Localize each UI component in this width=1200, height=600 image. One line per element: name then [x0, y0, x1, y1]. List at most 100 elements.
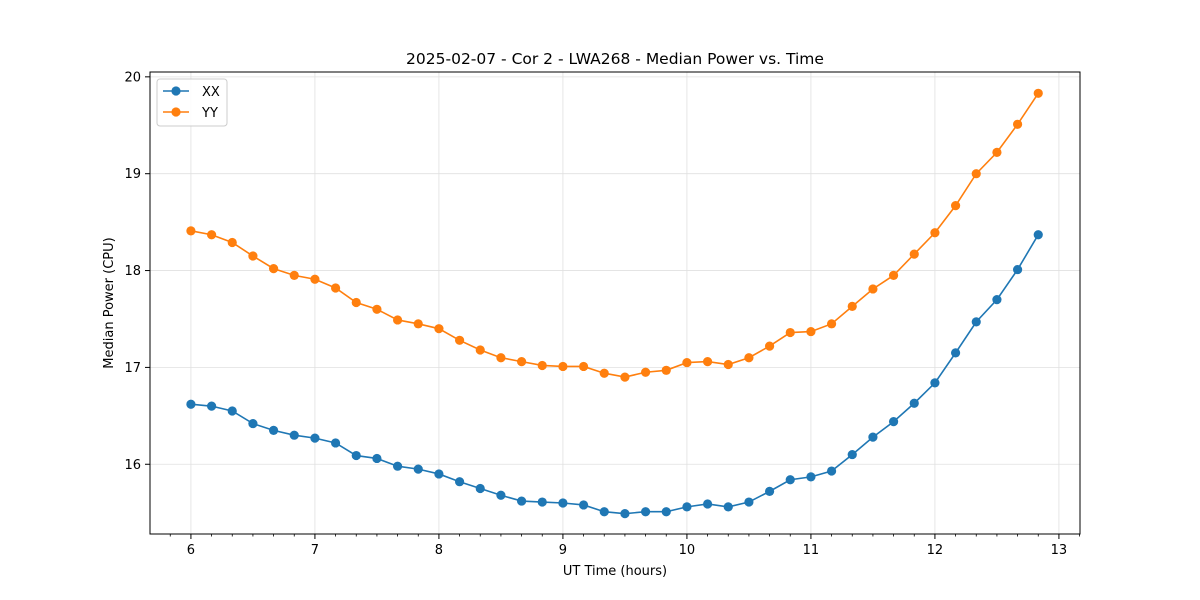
data-point-xx: [826, 466, 837, 476]
x-tick-label: 11: [803, 543, 820, 558]
data-point-xx: [268, 425, 279, 435]
data-point-xx: [186, 399, 196, 409]
data-point-yy: [1012, 119, 1023, 129]
data-point-xx: [599, 507, 609, 517]
data-point-xx: [475, 483, 485, 494]
data-point-xx: [248, 418, 258, 429]
data-point-xx: [558, 498, 568, 508]
data-point-yy: [930, 228, 940, 238]
data-point-yy: [289, 270, 299, 280]
data-point-yy: [847, 301, 857, 311]
data-point-yy: [310, 274, 320, 284]
data-point-yy: [434, 324, 444, 334]
data-point-xx: [351, 450, 361, 461]
y-tick-label: 20: [124, 70, 141, 85]
data-point-yy: [496, 353, 506, 363]
data-point-xx: [516, 496, 527, 506]
data-point-yy: [723, 359, 733, 370]
data-point-xx: [806, 472, 816, 482]
data-point-xx: [847, 449, 857, 460]
data-point-xx: [310, 433, 320, 443]
data-point-xx: [206, 401, 217, 411]
data-point-yy: [206, 230, 217, 240]
x-tick-label: 9: [559, 543, 567, 558]
x-axis-label: UT Time (hours): [563, 564, 667, 579]
data-point-yy: [186, 226, 196, 236]
data-point-xx: [496, 490, 506, 500]
data-point-xx: [661, 507, 671, 517]
data-point-yy: [372, 304, 382, 314]
x-tick-label: 12: [927, 543, 944, 558]
data-point-xx: [888, 417, 899, 427]
data-point-yy: [640, 367, 651, 377]
plot-frame: [149, 71, 1081, 535]
x-tick-label: 7: [311, 543, 319, 558]
data-point-yy: [558, 361, 568, 372]
grid: [150, 72, 1080, 534]
data-point-xx: [744, 497, 754, 507]
data-point-xx: [764, 486, 775, 496]
data-point-yy: [1033, 88, 1043, 98]
data-point-yy: [950, 201, 961, 211]
data-point-yy: [826, 319, 837, 329]
chart-title: 2025-02-07 - Cor 2 - LWA268 - Median Pow…: [406, 50, 824, 68]
series-layer: [186, 88, 1043, 519]
data-point-yy: [392, 315, 403, 325]
data-point-xx: [454, 477, 465, 487]
series-xx: [186, 230, 1043, 519]
data-point-yy: [268, 264, 279, 274]
y-tick-label: 19: [124, 167, 141, 182]
data-point-yy: [516, 356, 527, 367]
data-point-yy: [351, 297, 361, 308]
data-point-xx: [640, 507, 651, 517]
data-point-yy: [599, 368, 609, 378]
y-tick-label: 18: [124, 264, 141, 279]
data-point-yy: [868, 284, 878, 294]
data-point-yy: [702, 356, 713, 367]
data-point-xx: [1012, 264, 1023, 275]
data-point-yy: [413, 319, 423, 329]
data-point-yy: [806, 326, 816, 337]
data-point-xx: [1033, 230, 1043, 240]
data-point-yy: [909, 249, 919, 259]
data-point-yy: [785, 327, 795, 338]
data-point-yy: [620, 372, 630, 382]
legend-yy-label: YY: [201, 106, 218, 121]
x-tick-label: 8: [435, 543, 443, 558]
data-point-xx: [682, 502, 692, 512]
data-point-xx: [227, 406, 237, 416]
data-point-yy: [475, 345, 485, 355]
y-tick-label: 16: [124, 458, 141, 473]
x-tick-label: 10: [679, 543, 696, 558]
data-point-xx: [330, 438, 341, 448]
data-point-xx: [909, 398, 919, 408]
data-point-yy: [971, 169, 981, 179]
data-point-yy: [537, 360, 547, 371]
data-point-xx: [537, 497, 547, 507]
y-axis-label: Median Power (CPU): [102, 237, 117, 368]
data-point-xx: [434, 469, 444, 479]
data-point-xx: [392, 461, 403, 471]
data-point-xx: [578, 500, 589, 510]
x-tick-label: 13: [1051, 543, 1068, 558]
data-point-xx: [413, 464, 423, 474]
data-point-xx: [620, 509, 630, 519]
data-point-yy: [330, 283, 341, 293]
data-point-xx: [930, 378, 940, 388]
data-point-xx: [702, 499, 713, 509]
data-point-xx: [289, 430, 299, 440]
data-point-yy: [888, 270, 899, 280]
data-point-xx: [868, 432, 878, 442]
data-point-xx: [950, 348, 961, 358]
axis-ticks: 6 7 8 9 10 11 12 13 16 17 18 19 20: [124, 70, 1080, 558]
legend-xx-marker: [171, 86, 181, 96]
series-yy-line: [190, 92, 1039, 378]
data-point-yy: [682, 357, 692, 368]
y-tick-label: 17: [124, 361, 141, 376]
data-point-yy: [744, 353, 754, 363]
data-point-yy: [992, 147, 1002, 157]
data-point-xx: [971, 317, 981, 327]
data-point-yy: [661, 365, 671, 375]
series-yy: [186, 88, 1043, 382]
legend: XX YY: [156, 78, 228, 127]
